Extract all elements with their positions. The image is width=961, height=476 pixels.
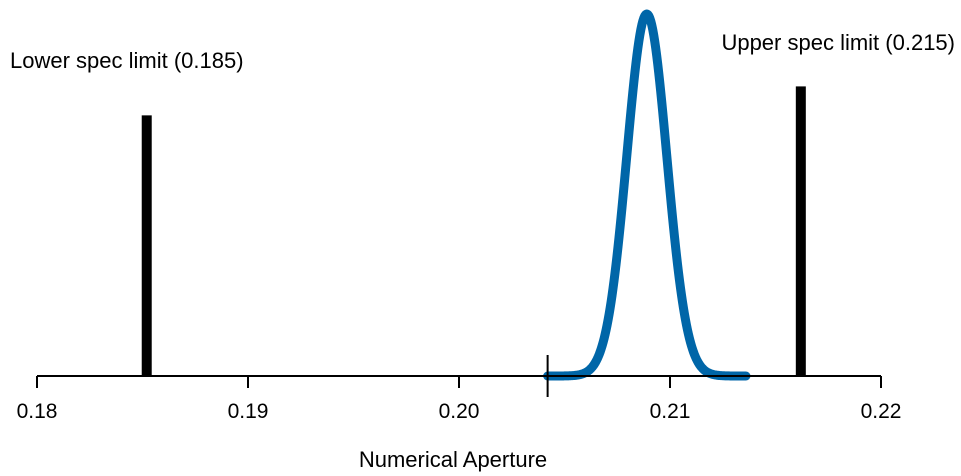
x-tick-label-1: 0.19 [228, 400, 269, 423]
lower-spec-label: Lower spec limit (0.185) [10, 48, 244, 73]
x-axis-ticks: 0.18 0.19 0.20 0.21 0.22 [17, 355, 902, 423]
x-axis-title: Numerical Aperture [359, 447, 547, 472]
x-tick-label-4: 0.22 [861, 400, 902, 423]
x-tick-label-3: 0.21 [650, 400, 691, 423]
upper-spec-bar [795, 86, 806, 377]
x-tick-label-0: 0.18 [17, 400, 58, 423]
x-tick-label-2: 0.20 [439, 400, 480, 423]
lower-spec-bar [141, 115, 152, 377]
upper-spec-label: Upper spec limit (0.215) [721, 30, 955, 55]
spec-limit-bars [141, 86, 806, 377]
distribution-curve [543, 9, 751, 381]
